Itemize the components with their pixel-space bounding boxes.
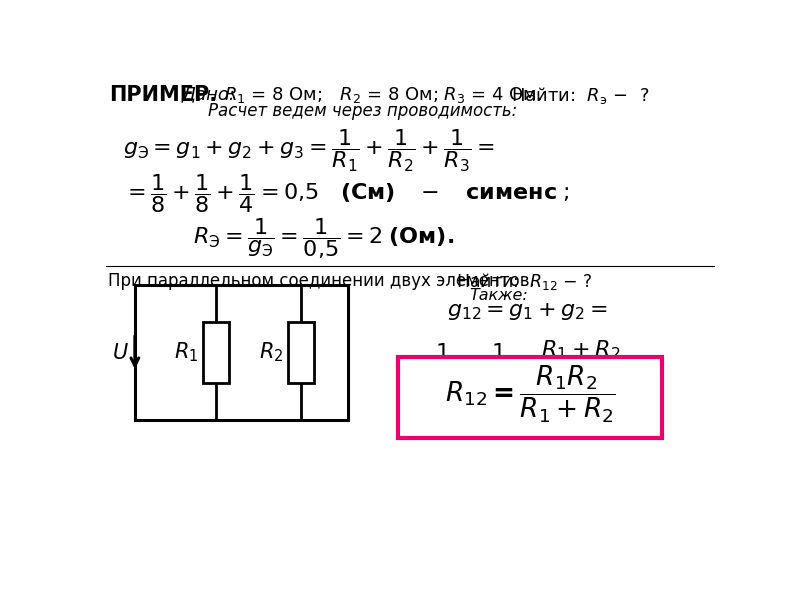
Bar: [202, 322, 229, 383]
Text: $g_{12}  =  g_1 + g_2  =$: $g_{12} = g_1 + g_2 =$: [447, 301, 608, 322]
Text: $R_{\rm Э}  =  \dfrac{1}{g_{\rm Э}}  =  \dfrac{1}{0{,}5}  =  2 \; \mathbf{(Ом).}: $R_{\rm Э} = \dfrac{1}{g_{\rm Э}} = \dfr…: [193, 216, 454, 261]
Text: $=  \dfrac{1}{R_1}  +  \dfrac{1}{R_2}  =  \dfrac{R_1 + R_2}{R_1 R_2}  \Rightarro: $= \dfrac{1}{R_1} + \dfrac{1}{R_2} = \df…: [402, 338, 648, 389]
Text: Дано:: Дано:: [182, 85, 235, 103]
Text: $g_{\rm Э}  =  g_1 + g_2 + g_3  =  \dfrac{1}{R_1}  +  \dfrac{1}{R_2}  +  \dfrac{: $g_{\rm Э} = g_1 + g_2 + g_3 = \dfrac{1}…: [123, 127, 495, 174]
Text: $=  \dfrac{1}{8}  +  \dfrac{1}{8}  +  \dfrac{1}{4}  =  0{,}5 \quad \mathbf{(Cм)}: $= \dfrac{1}{8} + \dfrac{1}{8} + \dfrac{…: [123, 172, 570, 215]
Text: $R_1$: $R_1$: [174, 341, 198, 364]
Text: $U$: $U$: [113, 343, 130, 362]
Text: $R_1$ = 8 Ом;   $R_2$ = 8 Ом; $R_3$ = 4 Ом.: $R_1$ = 8 Ом; $R_2$ = 8 Ом; $R_3$ = 4 Ом…: [224, 85, 542, 105]
Text: При параллельном соединении двух элементов.: При параллельном соединении двух элемент…: [108, 272, 534, 290]
Text: $\boldsymbol{R_{12}  =  \dfrac{R_1 R_2}{R_1 + R_2}}$: $\boldsymbol{R_{12} = \dfrac{R_1 R_2}{R_…: [445, 364, 616, 425]
Text: Найти:  $R_{\rm э}$ $-$  ?: Найти: $R_{\rm э}$ $-$ ?: [510, 85, 649, 106]
Bar: [288, 322, 314, 383]
Text: Также:: Также:: [469, 287, 528, 302]
Text: Расчет ведем через проводимость:: Расчет ведем через проводимость:: [209, 102, 518, 120]
Text: ПРИМЕР.: ПРИМЕР.: [110, 85, 218, 105]
Text: Найти:  $R_{12}$ $-$ ?: Найти: $R_{12}$ $-$ ?: [457, 271, 594, 292]
Text: $R_2$: $R_2$: [259, 341, 284, 364]
Bar: [398, 357, 662, 438]
